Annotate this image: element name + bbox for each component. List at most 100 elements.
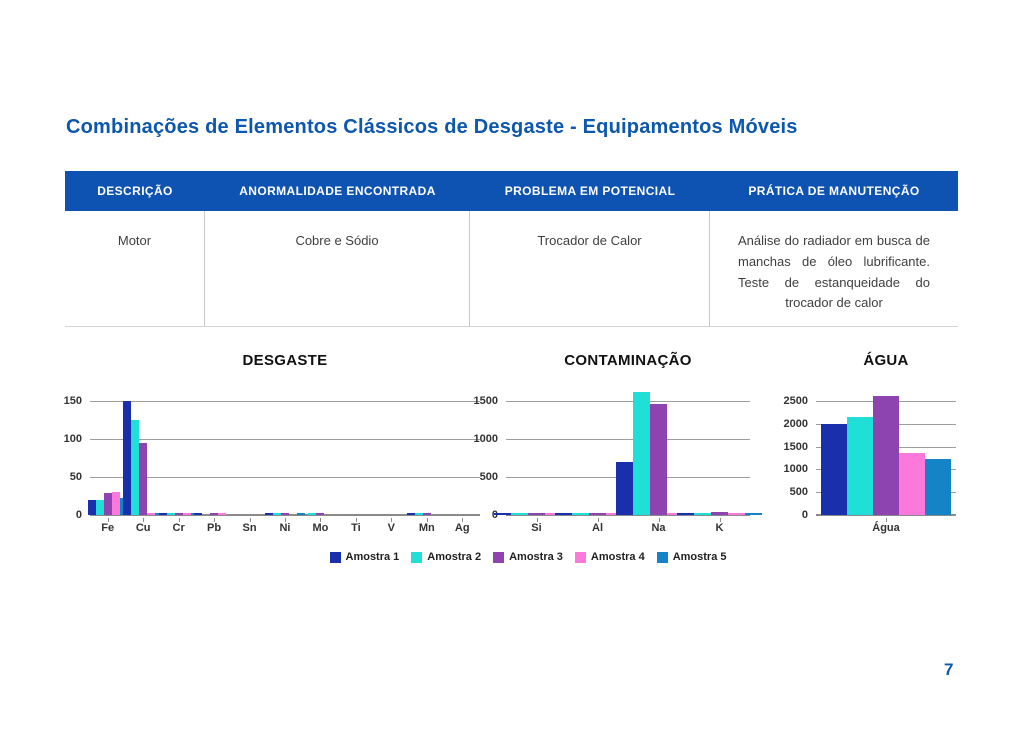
x-tick-label: K xyxy=(715,522,724,534)
y-tick-label: 1500 xyxy=(783,440,808,453)
bar-amostra-3-al xyxy=(589,513,606,515)
x-tick-label: Ni xyxy=(279,522,291,534)
y-tick-label: 2000 xyxy=(783,417,808,430)
legend-swatch-icon xyxy=(329,551,341,563)
bar-amostra-4-cu xyxy=(147,513,156,515)
chart-title-desgaste: DESGASTE xyxy=(242,352,328,369)
x-tick-mark xyxy=(214,518,216,522)
x-tick-label: Al xyxy=(592,522,603,534)
chart-plot-agua: 0 500 1000 1500 2000 2500 xyxy=(784,390,956,522)
bar-amostra-2-k xyxy=(694,513,711,515)
bar-amostra-4-fe xyxy=(111,492,120,515)
chart-x-labels-desgaste: Fe Cu Cr Pb Sn Ni Mo Ti V Mn Ag xyxy=(90,522,480,538)
legend-label: Amostra 1 xyxy=(345,551,400,563)
table-header-row: DESCRIÇÃO ANORMALIDADE ENCONTRADA PROBLE… xyxy=(65,171,958,211)
gridline xyxy=(90,401,480,402)
x-tick-mark xyxy=(249,518,251,522)
y-tick-label: 1000 xyxy=(473,433,498,445)
chart-plot-desgaste: 0 50 100 150 xyxy=(64,390,480,522)
bar-amostra-3-pb xyxy=(210,513,219,515)
x-tick-mark xyxy=(426,518,428,522)
x-tick-label: Ag xyxy=(454,522,470,534)
x-tick-label: Si xyxy=(531,522,542,534)
bar-amostra-2-ni xyxy=(273,513,281,515)
x-tick-label: Mn xyxy=(418,522,435,534)
legend-item: Amostra 1 xyxy=(329,551,400,563)
x-tick-label: Pb xyxy=(207,522,222,534)
x-tick-mark xyxy=(143,518,145,522)
chart-agua: ÁGUA 0 500 1000 1500 2000 2500 Água xyxy=(772,352,956,544)
x-tick-mark xyxy=(886,518,887,522)
y-tick-label: 0 xyxy=(75,509,82,521)
table-header-descricao: DESCRIÇÃO xyxy=(97,184,173,198)
gridline xyxy=(90,439,480,440)
cell-pratica: Análise do radiador em busca de manchas … xyxy=(738,233,930,311)
bar-amostra-1-mn xyxy=(406,513,415,515)
legend-label: Amostra 5 xyxy=(672,551,727,563)
gridline xyxy=(90,477,480,478)
page-number: 7 xyxy=(944,660,954,679)
chart-contaminacao: CONTAMINAÇÃO 0 500 1000 1500 Si Al Na K xyxy=(462,352,762,544)
bar-amostra-1-água xyxy=(821,423,847,515)
chart-title-agua: ÁGUA xyxy=(863,352,909,369)
bar-amostra-2-mn xyxy=(414,513,423,515)
bar-amostra-5-ni xyxy=(297,513,305,515)
legend-item: Amostra 2 xyxy=(411,551,481,563)
chart-title-contaminacao: CONTAMINAÇÃO xyxy=(564,352,692,369)
x-tick-mark xyxy=(107,518,109,522)
bar-amostra-1-fe xyxy=(87,499,96,515)
bar-amostra-2-mo xyxy=(308,513,317,515)
gridline xyxy=(506,401,750,402)
legend-item: Amostra 3 xyxy=(493,551,563,563)
x-axis-line xyxy=(816,514,956,516)
table-header-pratica: PRÁTICA DE MANUTENÇÃO xyxy=(748,184,920,198)
gridline xyxy=(506,439,750,440)
x-axis-line xyxy=(90,514,480,516)
legend-swatch-icon xyxy=(493,551,505,563)
page-title: Combinações de Elementos Clássicos de De… xyxy=(66,116,798,138)
bar-amostra-2-si xyxy=(511,513,528,515)
x-tick-mark xyxy=(391,518,393,522)
bar-amostra-1-al xyxy=(555,513,572,515)
x-tick-label: Água xyxy=(872,522,900,534)
bar-amostra-3-cr xyxy=(174,513,183,515)
table-header-problema: PROBLEMA EM POTENCIAL xyxy=(504,184,676,198)
chart-x-labels-contaminacao: Si Al Na K xyxy=(506,522,750,538)
x-tick-label: V xyxy=(387,522,396,534)
bar-amostra-2-fe xyxy=(95,499,104,515)
x-tick-label: Fe xyxy=(101,522,115,534)
bar-amostra-4-k xyxy=(728,513,745,515)
bar-amostra-1-si xyxy=(494,513,511,515)
y-tick-label: 1000 xyxy=(783,463,808,476)
y-tick-label: 150 xyxy=(63,395,82,407)
y-tick-label: 1500 xyxy=(473,395,498,407)
bar-amostra-2-al xyxy=(572,513,589,515)
bar-amostra-3-cu xyxy=(139,442,148,515)
bar-amostra-3-fe xyxy=(103,492,112,515)
chart-x-labels-agua: Água xyxy=(816,522,956,538)
y-tick-label: 500 xyxy=(789,486,808,499)
bar-amostra-1-pb xyxy=(194,513,203,515)
legend-label: Amostra 2 xyxy=(427,551,482,563)
x-tick-label: Na xyxy=(651,522,666,534)
bar-amostra-2-na xyxy=(633,391,650,515)
y-tick-label: 50 xyxy=(69,471,82,483)
bar-amostra-3-na xyxy=(650,404,667,515)
y-tick-label: 500 xyxy=(479,471,498,483)
bar-amostra-1-cr xyxy=(158,513,167,515)
x-tick-mark xyxy=(597,518,599,522)
bar-amostra-3-mn xyxy=(422,513,431,515)
bar-amostra-4-água xyxy=(899,453,925,515)
y-tick-label: 2500 xyxy=(783,395,808,407)
bar-amostra-4-cr xyxy=(182,513,191,515)
x-tick-mark xyxy=(320,518,322,522)
x-tick-mark xyxy=(462,518,464,522)
bar-amostra-3-água xyxy=(873,396,899,515)
bar-amostra-2-cu xyxy=(131,420,140,515)
x-tick-mark xyxy=(285,518,286,522)
x-tick-label: Mo xyxy=(312,522,329,534)
chart-desgaste: DESGASTE 0 50 100 150 Fe Cu Cr Pb Sn Ni Mo Ti V Mn Ag xyxy=(56,352,480,544)
x-tick-label: Cr xyxy=(172,522,185,534)
chart-legend: Amostra 1 Amostra 2 Amostra 3 Amostra 4 Amos… xyxy=(56,551,1000,563)
bar-amostra-3-k xyxy=(711,512,728,515)
